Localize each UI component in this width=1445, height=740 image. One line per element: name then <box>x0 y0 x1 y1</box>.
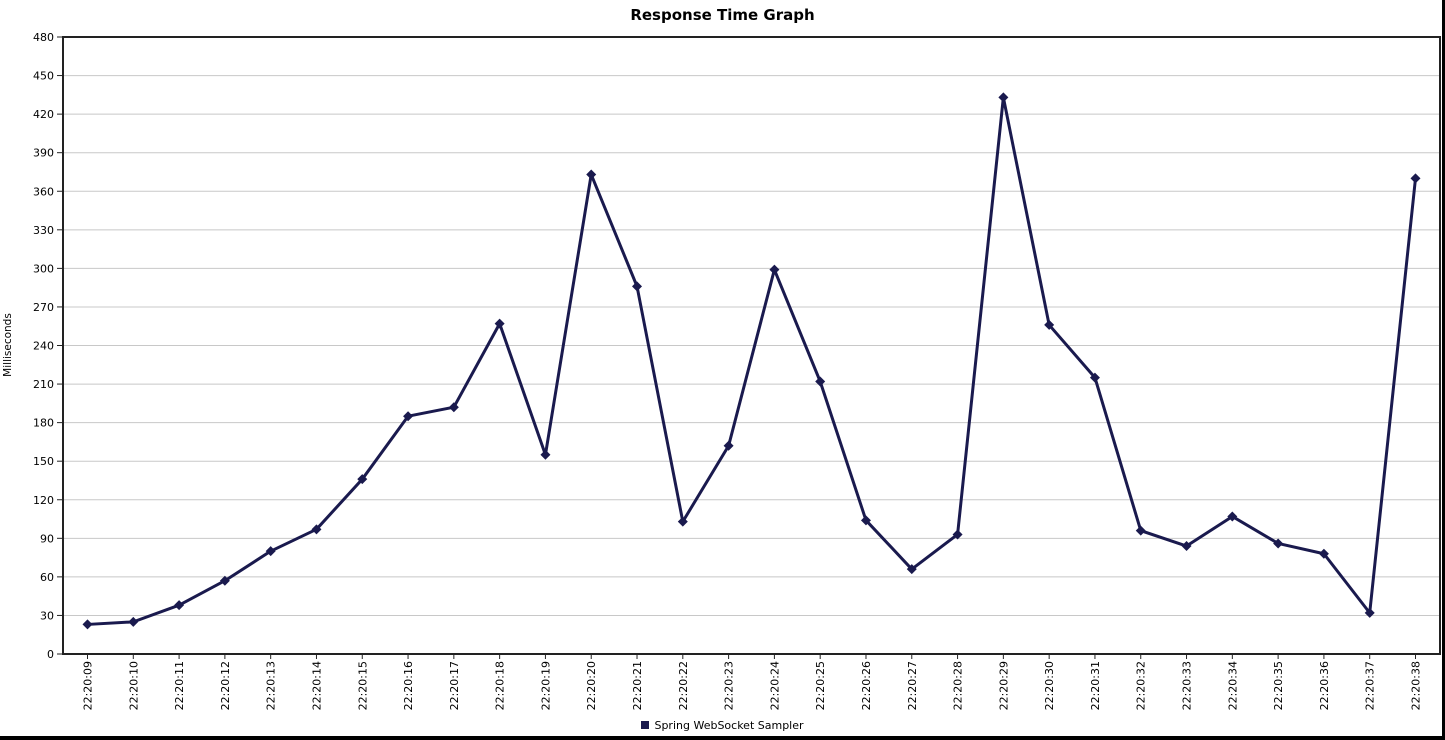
y-tick-label: 420 <box>33 108 54 121</box>
x-tick-label: 22:20:17 <box>448 661 461 710</box>
y-tick-label: 90 <box>40 532 54 545</box>
x-tick-label: 22:20:11 <box>173 661 186 710</box>
series-line <box>86 95 1417 626</box>
y-tick-label: 270 <box>33 301 54 314</box>
x-tick-label: 22:20:13 <box>265 661 278 710</box>
data-point-marker <box>952 529 963 540</box>
data-point-marker <box>998 92 1009 103</box>
window-bottom-edge <box>0 736 1445 740</box>
x-tick-label: 22:20:09 <box>82 661 95 710</box>
data-point-marker <box>82 619 93 630</box>
x-tick-label: 22:20:30 <box>1043 661 1056 710</box>
data-point-marker <box>1135 525 1146 536</box>
chart-title: Response Time Graph <box>630 6 815 24</box>
y-tick-label: 360 <box>33 185 54 198</box>
y-tick-label: 30 <box>40 609 54 622</box>
data-point-marker <box>265 546 276 557</box>
y-tick-label: 150 <box>33 455 54 468</box>
x-tick-label: 22:20:15 <box>356 661 369 710</box>
data-point-marker <box>815 376 826 387</box>
x-tick-label: 22:20:24 <box>768 661 781 710</box>
x-tick-label: 22:20:18 <box>494 661 507 710</box>
data-point-marker <box>632 281 643 292</box>
data-point-marker <box>1227 511 1238 522</box>
data-point-marker <box>1318 548 1329 559</box>
data-point-marker <box>494 318 505 329</box>
window-right-edge <box>1442 0 1445 740</box>
series-color-swatch <box>641 721 650 729</box>
x-tick-label: 22:20:32 <box>1135 661 1148 710</box>
x-tick-label: 22:20:35 <box>1272 661 1285 710</box>
x-tick-label: 22:20:33 <box>1181 661 1194 710</box>
legend: Spring WebSocket Sampler <box>0 719 1445 732</box>
data-point-marker <box>174 600 185 611</box>
x-tick-label: 22:20:28 <box>952 661 965 710</box>
data-point-marker <box>219 575 230 586</box>
x-tick-label: 22:20:19 <box>539 661 552 710</box>
legend-series-label: Spring WebSocket Sampler <box>654 719 804 732</box>
y-tick-label: 180 <box>33 417 54 430</box>
y-tick-label: 210 <box>33 378 54 391</box>
x-tick-label: 22:20:26 <box>860 661 873 710</box>
y-tick-label: 450 <box>33 70 54 83</box>
data-point-marker <box>1089 372 1100 383</box>
y-tick-label: 60 <box>40 571 54 584</box>
data-point-marker <box>1410 173 1421 184</box>
x-tick-label: 22:20:20 <box>585 661 598 710</box>
x-tick-label: 22:20:16 <box>402 661 415 710</box>
y-tick-label: 480 <box>33 31 54 44</box>
x-tick-label: 22:20:21 <box>631 661 644 710</box>
data-point-marker <box>1181 541 1192 552</box>
y-tick-label: 390 <box>33 147 54 160</box>
x-tick-label: 22:20:27 <box>906 661 919 710</box>
data-point-marker <box>1364 607 1375 618</box>
data-point-marker <box>311 524 322 535</box>
x-tick-label: 22:20:14 <box>310 661 323 710</box>
data-point-marker <box>403 411 414 422</box>
x-tick-label: 22:20:22 <box>677 661 690 710</box>
data-point-marker <box>723 440 734 451</box>
x-tick-label: 22:20:31 <box>1089 661 1102 710</box>
x-tick-label: 22:20:29 <box>997 661 1010 710</box>
data-point-marker <box>1044 319 1055 330</box>
y-tick-label: 240 <box>33 340 54 353</box>
y-tick-label: 120 <box>33 494 54 507</box>
data-point-marker <box>677 516 688 527</box>
x-tick-label: 22:20:37 <box>1364 661 1377 710</box>
x-tick-label: 22:20:25 <box>814 661 827 710</box>
data-point-marker <box>586 169 597 180</box>
data-point-marker <box>128 616 139 627</box>
y-tick-label: 0 <box>47 648 54 661</box>
x-tick-label: 22:20:36 <box>1318 661 1331 710</box>
x-tick-label: 22:20:34 <box>1226 661 1239 710</box>
data-point-marker <box>1273 538 1284 549</box>
data-point-marker <box>769 264 780 275</box>
y-tick-label: 330 <box>33 224 54 237</box>
data-point-marker <box>906 564 917 575</box>
y-tick-label: 300 <box>33 262 54 275</box>
x-tick-label: 22:20:38 <box>1410 661 1423 710</box>
x-tick-label: 22:20:10 <box>127 661 140 710</box>
data-point-marker <box>448 402 459 413</box>
x-tick-label: 22:20:23 <box>723 661 736 710</box>
data-point-marker <box>357 474 368 485</box>
x-tick-label: 22:20:12 <box>219 661 232 710</box>
data-point-marker <box>860 515 871 526</box>
data-point-marker <box>540 449 551 460</box>
